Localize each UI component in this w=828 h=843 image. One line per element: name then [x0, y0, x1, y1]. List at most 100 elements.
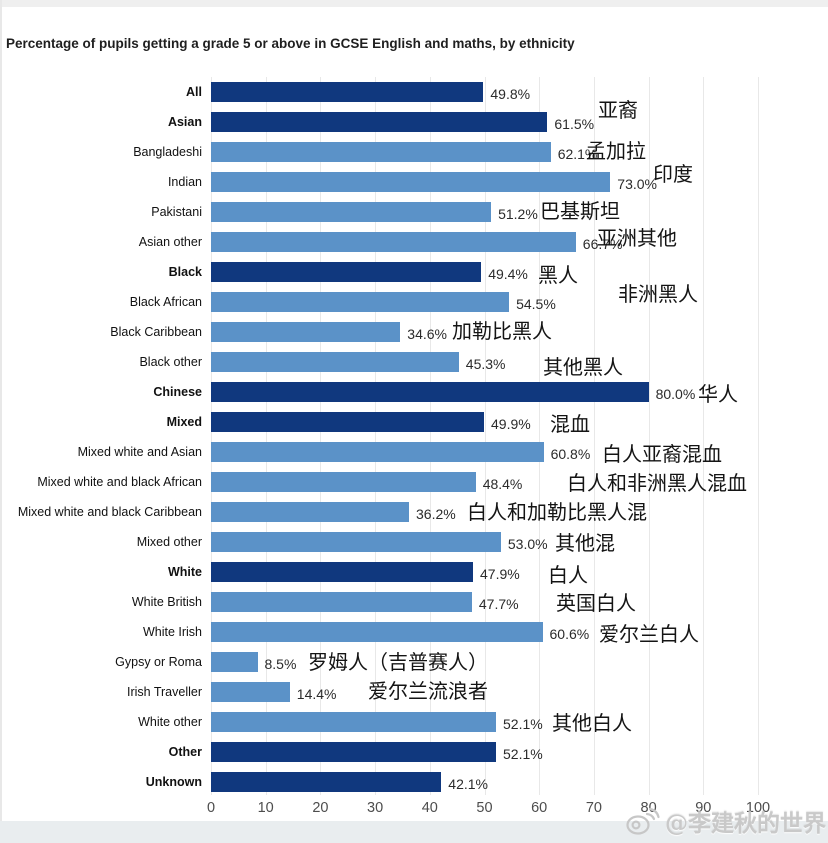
zh-annotation: 其他黑人 [543, 355, 623, 379]
category-label: Indian [167, 175, 202, 189]
gridline [320, 77, 322, 795]
zh-annotation: 白人和加勒比黑人混 [467, 500, 647, 524]
value-label: 48.4% [482, 476, 523, 492]
category-label: White other [138, 715, 202, 729]
bar [211, 592, 472, 612]
value-label: 60.6% [549, 626, 590, 642]
zh-annotation: 其他混 [555, 531, 615, 555]
category-label: White British [131, 595, 202, 609]
x-tick-label: 70 [585, 800, 602, 816]
category-label: Irish Traveller [126, 685, 202, 699]
bar [211, 712, 496, 732]
watermark-handle: @李建秋的世界 [665, 810, 826, 837]
bar [211, 622, 543, 642]
zh-annotation: 亚洲其他 [597, 226, 677, 250]
value-label: 49.4% [488, 266, 528, 282]
value-label: 66.7% [582, 236, 623, 252]
gridline [703, 77, 705, 795]
bar [211, 172, 611, 192]
bar [211, 442, 544, 462]
zh-annotation: 白人亚裔混血 [602, 442, 722, 466]
x-tick-label: 40 [421, 800, 438, 816]
zh-annotation: 加勒比黑人 [452, 319, 552, 343]
value-label: 53.0% [507, 536, 548, 552]
zh-annotation: 爱尔兰流浪者 [368, 679, 488, 703]
zh-annotation: 英国白人 [556, 591, 636, 615]
value-label: 14.4% [296, 686, 337, 702]
value-label: 49.9% [491, 416, 531, 432]
gridline [211, 77, 212, 795]
category-label: All [186, 85, 202, 99]
value-label: 42.1% [448, 776, 488, 792]
bar [211, 232, 576, 252]
x-tick-label: 50 [476, 800, 493, 816]
category-label: Bangladeshi [133, 145, 202, 159]
category-label: White [167, 565, 202, 579]
bar [211, 682, 290, 702]
category-label: Mixed [166, 415, 202, 429]
value-label: 49.8% [490, 86, 531, 102]
zh-annotation: 爱尔兰白人 [599, 622, 699, 646]
value-label: 52.1% [503, 716, 543, 732]
gridline [758, 77, 759, 795]
zh-annotation: 印度 [653, 162, 693, 186]
top-border-band [0, 0, 828, 7]
bar [211, 502, 409, 522]
zh-annotation: 白人 [548, 563, 588, 587]
bar [211, 562, 473, 582]
bar [211, 532, 501, 552]
category-label: Mixed other [136, 535, 202, 549]
x-tick-label: 60 [531, 800, 548, 816]
category-label: Black [168, 265, 202, 279]
category-label: Gypsy or Roma [115, 655, 202, 669]
category-label: Unknown [145, 775, 202, 789]
gridline [375, 77, 377, 795]
bar [211, 472, 476, 492]
bar [211, 352, 459, 372]
bar [211, 652, 258, 672]
x-tick-label: 20 [312, 800, 329, 816]
bar [211, 142, 551, 162]
value-label: 8.5% [264, 656, 297, 672]
value-label: 47.9% [480, 566, 520, 582]
gridline [539, 77, 541, 795]
value-label: 45.3% [465, 356, 506, 372]
value-label: 34.6% [407, 326, 447, 342]
x-tick-label: 90 [695, 800, 712, 816]
bottom-border-band [0, 821, 828, 843]
category-label: Asian [167, 115, 202, 129]
gridline [648, 77, 650, 795]
category-label: Black other [139, 355, 202, 369]
watermark: @李建秋的世界 [624, 804, 826, 838]
gridline [484, 77, 486, 795]
chart-title: Percentage of pupils getting a grade 5 o… [6, 36, 575, 51]
left-border-line [0, 0, 2, 843]
x-tick-label: 30 [367, 800, 384, 816]
value-label: 36.2% [416, 506, 456, 522]
value-label: 47.7% [478, 596, 519, 612]
bar [211, 772, 442, 792]
category-label: Mixed white and black Caribbean [17, 505, 202, 519]
value-label: 51.2% [498, 206, 538, 222]
zh-annotation: 孟加拉 [586, 139, 646, 163]
gridline [265, 77, 267, 795]
gridline [593, 77, 595, 795]
value-label: 62.1% [557, 146, 598, 162]
value-label: 52.1% [503, 746, 543, 762]
category-label: Chinese [153, 385, 202, 399]
zh-annotation: 白人和非洲黑人混血 [567, 471, 747, 495]
zh-annotation: 其他白人 [552, 711, 632, 735]
category-label: Mixed white and Asian [77, 445, 202, 459]
bar [211, 292, 510, 312]
zh-annotation: 罗姆人（吉普赛人） [308, 650, 488, 674]
category-label: Asian other [138, 235, 202, 249]
zh-annotation: 非洲黑人 [618, 282, 698, 306]
zh-annotation: 黑人 [538, 263, 578, 287]
category-label: Other [168, 745, 202, 759]
category-label: White Irish [142, 625, 202, 639]
value-label: 60.8% [550, 446, 591, 462]
category-label: Black Caribbean [110, 325, 202, 339]
x-tick-label: 100 [745, 800, 771, 816]
zh-annotation: 巴基斯坦 [540, 199, 620, 223]
